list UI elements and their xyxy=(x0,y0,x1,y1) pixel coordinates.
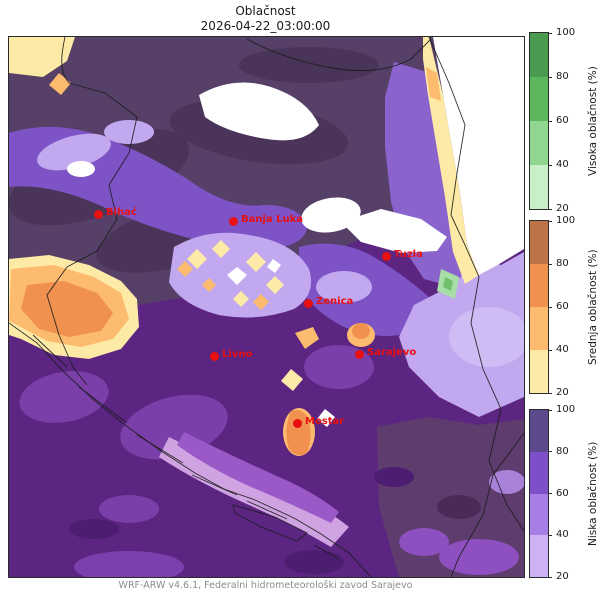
colorbar-tick-label: 40 xyxy=(556,529,569,541)
colorbar-tick-label: 80 xyxy=(556,71,569,82)
colorbar-segment xyxy=(530,350,548,393)
colorbar-tick xyxy=(548,576,552,578)
colorbar-tick xyxy=(548,164,552,166)
city-dot-icon xyxy=(304,299,313,308)
colorbar-tick-label: 20 xyxy=(556,571,569,582)
city-dot-icon xyxy=(94,210,103,219)
colorbar-tick-label: 100 xyxy=(556,215,576,226)
colorbar-tick-label: 60 xyxy=(556,115,569,126)
colorbar-axis-label: Niska oblačnost (%) xyxy=(587,441,599,546)
green-patch xyxy=(437,269,459,299)
colorbar-segment xyxy=(530,77,548,121)
colorbar-tick xyxy=(548,493,552,494)
city-label: Banja Luka xyxy=(241,214,304,225)
diamond-cluster xyxy=(177,240,284,310)
colorbar-tick xyxy=(548,208,552,210)
colorbar-segment xyxy=(530,535,548,577)
colorbar-axis-label: Srednja oblačnost (%) xyxy=(587,249,599,365)
colorbar-tick xyxy=(548,120,552,122)
colorbar-tick-label: 40 xyxy=(556,159,569,170)
colorbar-tick xyxy=(548,263,552,265)
colorbar-tick xyxy=(548,392,552,394)
colorbar-tick xyxy=(548,409,552,411)
colorbar-segment xyxy=(530,264,548,307)
colorbar-tick-label: 100 xyxy=(556,27,576,38)
colorbar-segment xyxy=(530,121,548,165)
colorbar-tick xyxy=(548,349,552,351)
colorbar-axis-label: Visoka oblačnost (%) xyxy=(587,66,599,176)
city-marker: Sarajevo xyxy=(355,347,416,359)
colorbar: 20 40 60 80 100 Visoka oblačnost (%) xyxy=(529,27,600,214)
colorbar-gradient xyxy=(529,32,549,210)
attribution-text: WRF-ARW v4.6.1, Federalni hidrometeorolo… xyxy=(118,580,413,591)
city-dot-icon xyxy=(382,252,391,261)
city-marker: Banja Luka xyxy=(229,214,303,226)
timestamp: 2026-04-22_03:00:00 xyxy=(200,19,331,33)
clear-wedge xyxy=(433,37,524,275)
city-marker: Bihać xyxy=(94,207,137,219)
colorbar-tick-label: 20 xyxy=(556,387,569,398)
colorbar-tick-label: 80 xyxy=(556,258,569,269)
map-borders xyxy=(9,37,524,577)
city-label: Tuzla xyxy=(394,249,423,260)
colorbar-gradient xyxy=(529,409,549,578)
colorbar-segment xyxy=(530,410,548,452)
colorbar-tick xyxy=(548,32,552,34)
colorbar-tick-label: 40 xyxy=(556,344,569,355)
coastal-bands xyxy=(159,432,349,547)
city-marker: Livno xyxy=(210,349,252,361)
city-layer: Bihać Banja Luka Tuzla Zenica Livno Sarajevo M… xyxy=(9,37,524,577)
lavender-areas xyxy=(37,120,524,417)
colorbar-segment xyxy=(530,33,548,77)
colorbar-segment xyxy=(530,165,548,209)
city-dot-icon xyxy=(293,419,302,428)
page-title: Oblačnost xyxy=(235,4,296,18)
colorbar-segment xyxy=(530,451,548,494)
city-dot-icon xyxy=(355,350,364,359)
colorbar-segment xyxy=(530,493,548,536)
white-patches xyxy=(31,55,447,427)
colorbar-tick xyxy=(548,220,552,222)
colorbar: 20 40 60 80 100 Srednja oblačnost (%) xyxy=(529,215,600,398)
colorbar-tick xyxy=(548,451,552,453)
city-label: Sarajevo xyxy=(367,347,417,358)
colorbar-tick-label: 60 xyxy=(556,487,569,499)
city-marker: Zenica xyxy=(304,296,353,308)
west-orange-region xyxy=(9,255,139,359)
colorbar-tick xyxy=(548,306,552,308)
colorbar-segment xyxy=(530,221,548,264)
colorbar-gradient xyxy=(529,220,549,394)
colorbar-tick-label: 100 xyxy=(556,404,576,415)
bottom-right-zone xyxy=(377,417,524,577)
city-label: Mostar xyxy=(305,416,345,427)
city-label: Livno xyxy=(222,349,253,360)
city-marker: Mostar xyxy=(293,416,344,428)
figure-title-block: Oblačnost 2026-04-22_03:00:00 xyxy=(8,4,523,34)
colorbar-tick-label: 80 xyxy=(556,445,569,457)
city-marker: Tuzla xyxy=(382,249,423,261)
south-dark-spots xyxy=(69,467,414,574)
colorbar-tick-label: 20 xyxy=(556,203,569,214)
city-dot-icon xyxy=(229,217,238,226)
colorbar-segment xyxy=(530,307,548,350)
city-dot-icon xyxy=(210,352,219,361)
colorbar-tick-label: 60 xyxy=(556,301,569,312)
city-label: Bihać xyxy=(106,207,137,218)
city-label: Zenica xyxy=(316,296,354,307)
map-panel: Bihać Banja Luka Tuzla Zenica Livno Sarajevo M… xyxy=(8,36,525,578)
colorbar-tick xyxy=(548,76,552,78)
colorbar-tick xyxy=(548,534,552,536)
cloud-map xyxy=(9,37,524,577)
colorbar: 20 40 60 80 100 Niska oblačnost (%) xyxy=(529,404,600,582)
